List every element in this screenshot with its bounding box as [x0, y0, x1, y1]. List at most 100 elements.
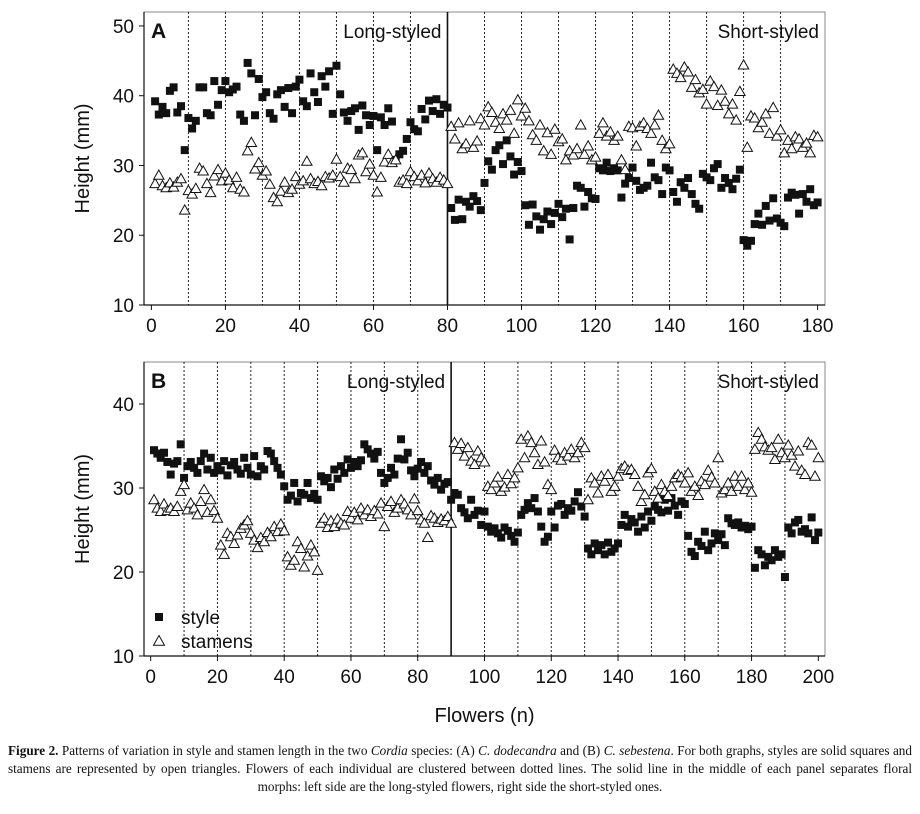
style-point [384, 104, 393, 113]
stamen-point [230, 171, 243, 182]
style-point [543, 207, 552, 216]
style-point [800, 525, 809, 534]
stamen-point [774, 123, 787, 135]
stamen-point [252, 156, 265, 168]
stamen-point [260, 164, 273, 176]
stamen-point [371, 185, 384, 197]
caption-label: Figure 2. [8, 743, 59, 758]
stamen-point [662, 489, 675, 501]
style-point [480, 178, 489, 187]
stamen-point [800, 136, 813, 148]
style-point [577, 502, 586, 511]
style-point [620, 510, 629, 519]
style-point [424, 96, 433, 105]
long-styled-label: Long-styled [347, 372, 445, 393]
y-tick-label: 50 [113, 17, 134, 38]
style-point [598, 166, 607, 175]
style-point [780, 573, 789, 582]
style-point [413, 127, 422, 136]
stamen-point [504, 104, 517, 115]
x-tick-label: 0 [146, 316, 157, 337]
stamen-point [289, 170, 302, 182]
style-point [798, 190, 807, 199]
x-tick-label: 100 [469, 667, 501, 688]
style-point [680, 499, 689, 508]
style-point [243, 58, 252, 67]
x-tick-label: 40 [289, 316, 310, 337]
style-point [709, 164, 718, 173]
style-point [495, 141, 504, 150]
style-point [584, 187, 593, 196]
style-point [306, 69, 315, 78]
style-point [527, 504, 536, 513]
stamen-point [767, 101, 780, 113]
style-point [658, 190, 667, 199]
style-point [640, 523, 649, 532]
style-point [497, 533, 506, 542]
style-point [321, 82, 330, 91]
stamen-point [298, 560, 311, 572]
style-point [557, 499, 566, 508]
style-point [230, 457, 239, 466]
series-stamens [147, 426, 825, 575]
stamen-point [722, 476, 735, 488]
stamen-point [389, 153, 402, 165]
stamen-point [198, 483, 211, 495]
style-point [532, 212, 541, 221]
style-point [458, 215, 467, 224]
stamen-point [648, 118, 661, 130]
short-styled-label: Short-styled [718, 372, 819, 393]
style-point [217, 86, 226, 95]
style-point [570, 497, 579, 506]
stamen-point [493, 122, 506, 134]
style-point [154, 110, 163, 119]
style-point [680, 183, 689, 192]
style-point [676, 178, 685, 187]
style-point [413, 464, 422, 473]
style-point [491, 146, 500, 155]
stamen-point [804, 146, 817, 158]
style-point [420, 468, 429, 477]
style-point [520, 505, 529, 514]
caption-species-a: C. dodecandra [478, 743, 557, 758]
style-point [213, 462, 222, 471]
y-tick-label: 30 [113, 156, 134, 177]
style-point [624, 522, 633, 531]
style-point [594, 546, 602, 555]
x-tick-label: 200 [802, 667, 834, 688]
stamen-point [448, 132, 461, 144]
stamen-point [611, 470, 625, 481]
style-point [176, 440, 185, 449]
style-point [814, 528, 823, 537]
style-point [687, 547, 696, 556]
style-point [427, 476, 436, 485]
style-point [295, 75, 304, 84]
style-point [580, 202, 589, 211]
stamen-point [244, 527, 257, 538]
style-point [254, 74, 263, 83]
style-point [602, 158, 611, 167]
style-point [637, 512, 646, 521]
style-point [417, 104, 426, 113]
stamen-point [730, 113, 743, 125]
style-point [513, 157, 522, 166]
style-point [610, 544, 619, 553]
stamen-point [330, 152, 343, 164]
stamen-point [630, 139, 643, 151]
stamen-point [632, 480, 645, 491]
stamen-point [682, 65, 695, 77]
stamen-point [528, 446, 541, 458]
stamen-point [565, 443, 578, 454]
style-point [276, 86, 285, 95]
stamen-point [501, 468, 514, 480]
style-point [806, 185, 815, 194]
stamen-point [485, 483, 498, 495]
stamen-point [518, 451, 531, 463]
stamen-point [522, 114, 535, 126]
stamen-point [759, 107, 772, 119]
style-point [390, 470, 399, 479]
style-point [700, 527, 709, 536]
stamen-point [408, 492, 421, 504]
stamen-point [608, 480, 621, 491]
